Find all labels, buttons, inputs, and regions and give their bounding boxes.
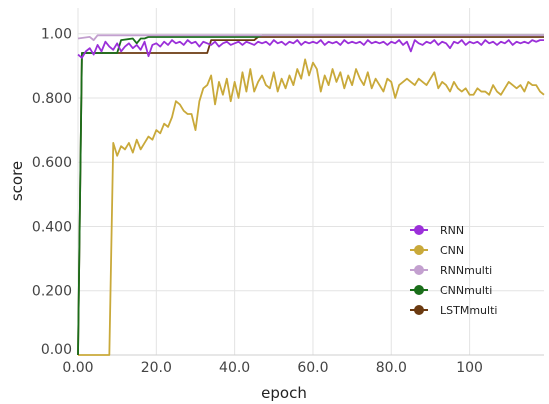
- x-tick-label: 60.0: [297, 360, 328, 376]
- x-tick-label: 20.0: [141, 360, 172, 376]
- legend-item-lstmmulti: LSTMmulti: [410, 304, 497, 317]
- series-line-cnnmulti: [77, 34, 544, 356]
- legend-swatch-marker: [414, 285, 424, 295]
- y-axis-ticks: 0.00 0.200 0.400 0.600 0.800 1.00: [32, 27, 72, 358]
- y-tick-label: 0.200: [32, 284, 72, 300]
- legend-item-rnn: RNN: [410, 224, 464, 237]
- legend-label: RNN: [440, 224, 464, 237]
- y-tick-label: 0.600: [32, 155, 72, 171]
- legend-swatch-marker: [414, 305, 424, 315]
- y-tick-label: 1.00: [41, 27, 72, 43]
- legend-label: CNNmulti: [440, 284, 492, 297]
- x-tick-label: 40.0: [219, 360, 250, 376]
- series-line-cnn: [78, 58, 545, 356]
- y-tick-label: 0.00: [41, 342, 72, 358]
- legend-label: CNN: [440, 244, 464, 257]
- legend-swatch-marker: [414, 245, 424, 255]
- legend-swatch-marker: [414, 225, 424, 235]
- legend-swatch-marker: [414, 265, 424, 275]
- legend-label: LSTMmulti: [440, 304, 497, 317]
- series-line-rnnmulti: [77, 34, 544, 42]
- legend-item-cnn: CNN: [410, 244, 464, 257]
- series-layer: [77, 34, 545, 356]
- x-tick-label: 0.00: [62, 360, 93, 376]
- legend: RNN CNN RNNmulti CNNmulti LSTMmulti: [410, 224, 497, 317]
- legend-item-cnnmulti: CNNmulti: [410, 284, 492, 297]
- x-axis-title: epoch: [261, 384, 307, 402]
- grid: [77, 8, 544, 356]
- series-line-rnn: [77, 39, 544, 59]
- y-axis-title: score: [8, 161, 26, 201]
- x-axis-ticks: 0.00 20.0 40.0 60.0 80.0 100: [62, 360, 483, 376]
- x-tick-label: 80.0: [376, 360, 407, 376]
- x-tick-label: 100: [456, 360, 483, 376]
- y-tick-label: 0.400: [32, 219, 72, 235]
- legend-label: RNNmulti: [440, 264, 492, 277]
- legend-item-rnnmulti: RNNmulti: [410, 264, 492, 277]
- y-tick-label: 0.800: [32, 91, 72, 107]
